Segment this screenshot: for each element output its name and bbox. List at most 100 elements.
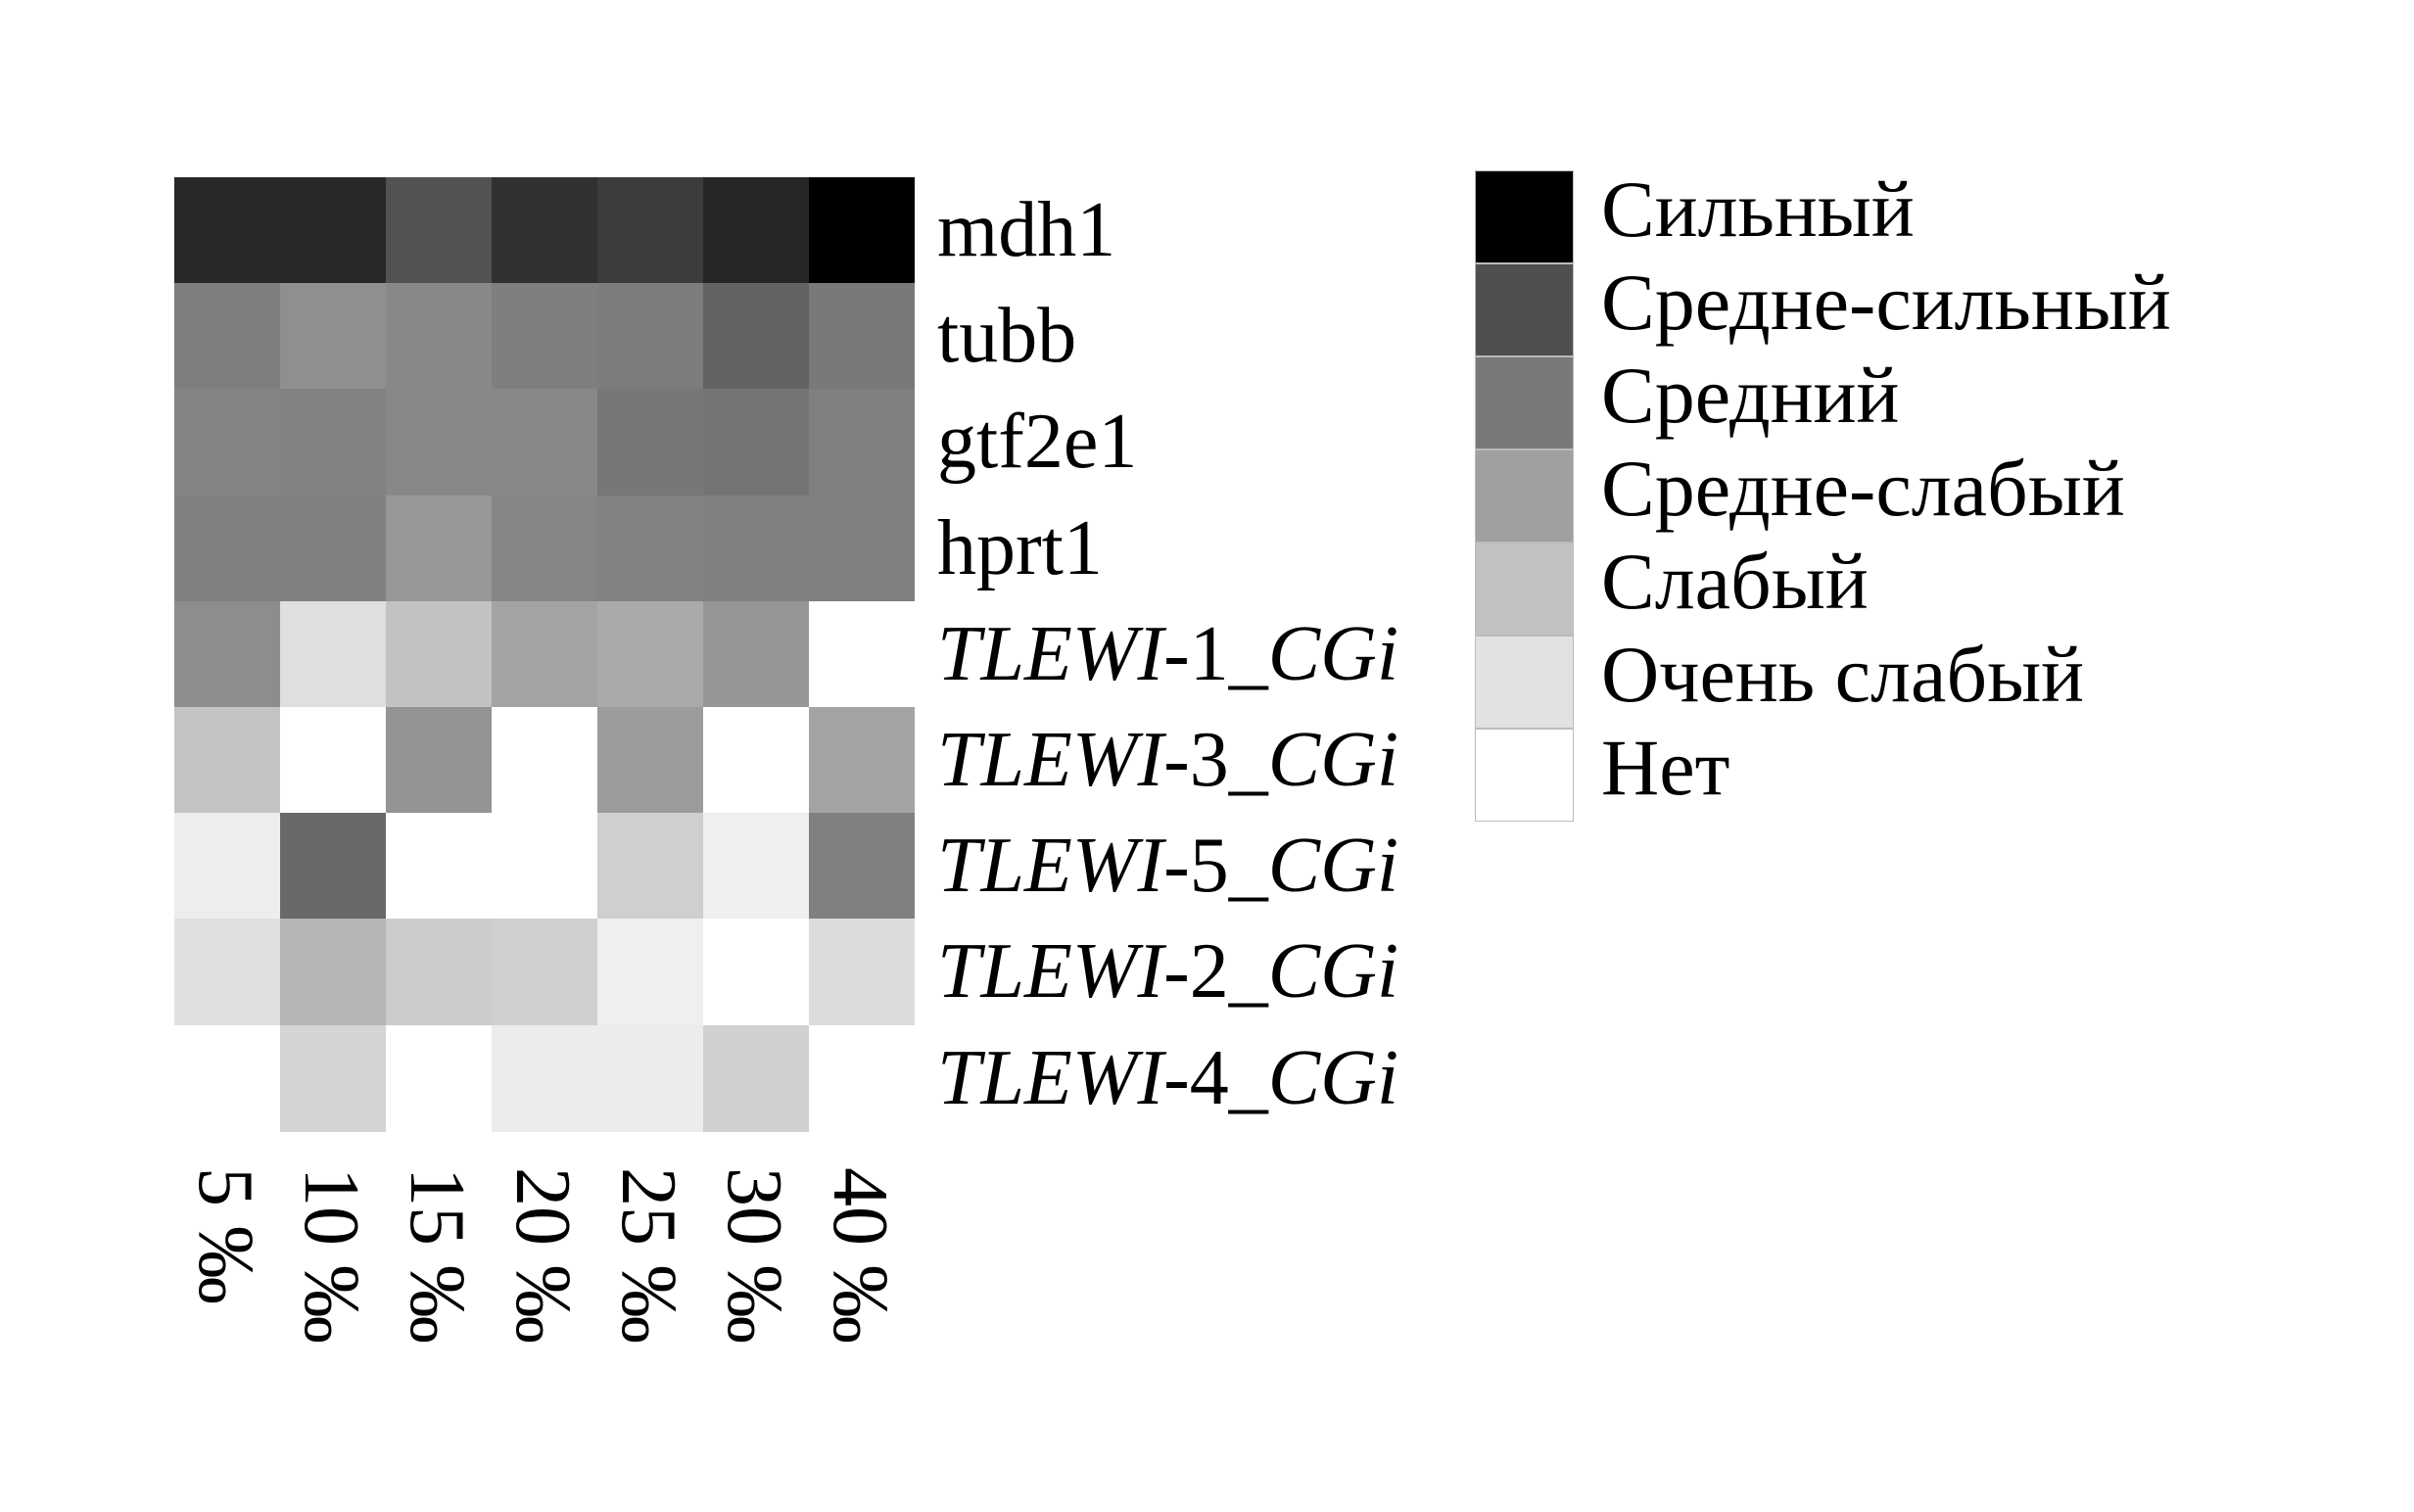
heatmap-cell <box>703 707 809 814</box>
row-label: TLEWI-4_CGi <box>937 1025 1398 1132</box>
row-label-part: CGi <box>1267 1034 1399 1121</box>
heatmap-cell <box>597 600 703 708</box>
heatmap-cell <box>174 600 280 708</box>
row-label-part: -1_ <box>1163 610 1268 697</box>
row-label-part: TLEWI <box>937 1034 1164 1121</box>
legend-swatch <box>1475 356 1574 449</box>
legend-label: Нет <box>1601 723 1730 812</box>
heatmap-cell <box>703 1024 809 1132</box>
heatmap-cell <box>597 389 703 496</box>
heatmap-cell <box>280 389 386 496</box>
row-label-part: hprt1 <box>937 504 1103 591</box>
heatmap-cell <box>174 707 280 814</box>
heatmap-cell <box>386 813 492 921</box>
heatmap-cell <box>597 283 703 391</box>
row-label: tubb <box>937 283 1076 390</box>
row-label: TLEWI-1_CGi <box>937 601 1398 708</box>
legend-label: Средне-слабый <box>1601 444 2125 533</box>
heatmap-cell <box>174 495 280 602</box>
heatmap-cell <box>280 177 386 284</box>
heatmap-cell <box>280 813 386 921</box>
heatmap-cell <box>386 389 492 496</box>
heatmap-cell <box>280 600 386 708</box>
heatmap-cell <box>174 283 280 391</box>
legend-label: Средне-сильный <box>1601 258 2171 347</box>
row-label-part: TLEWI <box>937 717 1164 803</box>
heatmap-cell <box>280 919 386 1026</box>
row-label-part: mdh1 <box>937 187 1116 273</box>
heatmap-cell <box>597 707 703 814</box>
heatmap-cell <box>174 389 280 496</box>
column-label: 5 ‰ <box>182 1167 268 1304</box>
legend-label: Средний <box>1601 351 1900 440</box>
heatmap-cell <box>703 495 809 602</box>
heatmap-cell <box>809 707 915 814</box>
row-label-part: CGi <box>1267 928 1399 1016</box>
legend-swatch <box>1475 636 1574 729</box>
heatmap-cell <box>386 707 492 814</box>
heatmap-cell <box>280 707 386 814</box>
heatmap-cell <box>492 177 597 284</box>
row-label: TLEWI-5_CGi <box>937 813 1398 920</box>
legend-label: Слабый <box>1601 537 1869 626</box>
heatmap-cell <box>597 177 703 284</box>
column-label: 25 ‰ <box>605 1167 691 1344</box>
heatmap-cell <box>386 177 492 284</box>
heatmap-cell <box>174 1024 280 1132</box>
column-label: 20 ‰ <box>499 1167 586 1344</box>
heatmap-cell <box>597 919 703 1026</box>
heatmap-cell <box>492 707 597 814</box>
heatmap-cell <box>386 495 492 602</box>
legend-swatch <box>1475 729 1574 822</box>
row-label-part: -2_ <box>1163 928 1268 1016</box>
row-label-part: TLEWI <box>937 928 1164 1016</box>
heatmap-cell <box>703 177 809 284</box>
heatmap-cell <box>386 1024 492 1132</box>
column-label: 10 ‰ <box>288 1167 374 1344</box>
heatmap-cell <box>174 919 280 1026</box>
heatmap-cell <box>492 919 597 1026</box>
row-label-part: CGi <box>1267 823 1399 910</box>
heatmap-cell <box>703 919 809 1026</box>
heatmap-cell <box>492 389 597 496</box>
heatmap-cell <box>809 177 915 284</box>
heatmap-cell <box>174 813 280 921</box>
legend-swatch <box>1475 543 1574 636</box>
heatmap-cell <box>492 1024 597 1132</box>
heatmap-cell <box>280 495 386 602</box>
heatmap-cell <box>492 813 597 921</box>
row-label-part: -4_ <box>1163 1034 1268 1121</box>
row-label: TLEWI-2_CGi <box>937 919 1398 1025</box>
heatmap-cell <box>809 919 915 1026</box>
heatmap-cell <box>492 495 597 602</box>
legend-swatch <box>1475 170 1574 263</box>
heatmap-cell <box>703 389 809 496</box>
heatmap-cell <box>597 495 703 602</box>
heatmap-cell <box>809 600 915 708</box>
heatmap-cell <box>809 283 915 391</box>
column-label: 15 ‰ <box>394 1167 480 1344</box>
heatmap-cell <box>703 283 809 391</box>
heatmap-cell <box>809 1024 915 1132</box>
heatmap-cell <box>703 600 809 708</box>
heatmap-cell <box>809 389 915 496</box>
heatmap-cell <box>386 600 492 708</box>
row-label-part: CGi <box>1267 610 1399 697</box>
row-label: hprt1 <box>937 496 1103 602</box>
row-label-part: -3_ <box>1163 717 1268 803</box>
heatmap-cell <box>492 600 597 708</box>
heatmap-cell <box>703 813 809 921</box>
legend-label: Сильный <box>1601 165 1915 254</box>
column-label: 40 ‰ <box>817 1167 903 1344</box>
heatmap-cell <box>386 283 492 391</box>
row-label-part: gtf2e1 <box>937 399 1138 486</box>
heatmap-cell <box>280 283 386 391</box>
column-label: 30 ‰ <box>711 1167 797 1344</box>
row-label-part: -5_ <box>1163 823 1268 910</box>
row-label-part: TLEWI <box>937 823 1164 910</box>
row-label: gtf2e1 <box>937 389 1137 496</box>
row-label-part: CGi <box>1267 717 1399 803</box>
legend-swatch <box>1475 263 1574 356</box>
heatmap-cell <box>280 1024 386 1132</box>
row-label-part: tubb <box>937 293 1077 380</box>
